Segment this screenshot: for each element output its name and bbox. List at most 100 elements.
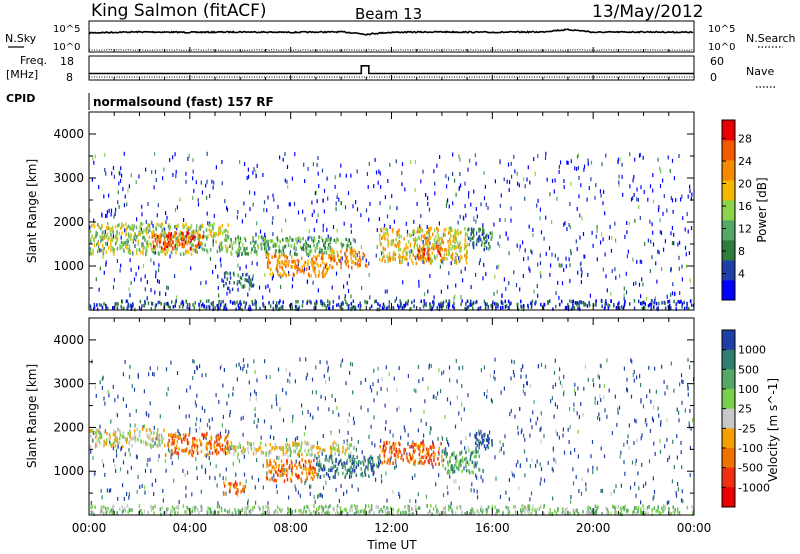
scatter-cell [120,235,122,240]
echo-cell [423,461,425,465]
power-colorbar-label: Power [dB] [755,177,769,242]
echo-cell [473,464,475,468]
scatter-cell [623,286,625,291]
scatter-cell [209,450,211,455]
scatter-cell [213,180,215,185]
echo-cell [624,299,626,304]
echo-cell [189,241,191,245]
echo-cell [95,431,97,435]
scatter-cell [445,203,447,208]
scatter-cell [177,428,179,433]
scatter-cell [503,177,505,182]
echo-cell [269,450,272,455]
scatter-cell [395,296,398,301]
echo-cell [311,257,313,261]
scatter-cell [439,264,441,269]
scatter-cell [519,244,521,249]
scatter-cell [244,162,246,167]
echo-cell [300,479,303,484]
echo-cell [146,433,149,437]
scatter-cell [282,418,285,423]
echo-cell [367,461,370,465]
scatter-cell [666,418,668,423]
scatter-cell [468,448,470,453]
echo-cell [101,237,104,242]
echo-cell [157,437,159,441]
echo-cell [357,509,359,513]
echo-cell [90,306,92,310]
echo-cell [465,302,467,306]
echo-cell [242,273,244,277]
scatter-cell [130,173,132,178]
scatter-cell [594,195,596,200]
echo-cell [346,471,349,475]
echo-cell [201,223,203,228]
scatter-cell [518,486,520,491]
scatter-cell [627,434,629,439]
scatter-cell [520,374,522,379]
echo-cell [158,438,161,442]
scatter-cell [384,195,386,200]
echo-cell [337,462,340,466]
scatter-cell [502,443,504,447]
echo-cell [115,435,117,439]
scatter-cell [458,486,460,490]
echo-cell [458,243,461,248]
scatter-cell [504,434,506,439]
echo-cell [418,444,420,448]
scatter-cell [271,220,273,225]
echo-cell [296,474,298,478]
echo-cell [188,433,190,437]
scatter-cell [143,237,146,242]
echo-cell [346,512,349,516]
echo-cell [644,512,646,516]
echo-cell [224,275,226,279]
echo-cell [411,249,414,253]
echo-cell [220,447,222,452]
echo-cell [354,262,356,266]
echo-cell [145,229,147,233]
echo-cell [288,273,290,277]
echo-cell [209,232,211,236]
echo-cell [622,307,625,311]
scatter-cell [246,175,248,180]
echo-cell [126,440,128,444]
echo-cell [502,301,504,306]
scatter-cell [575,475,577,479]
echo-cell [476,461,478,465]
scatter-cell [413,219,415,224]
echo-cell [559,302,561,307]
echo-cell [309,244,311,249]
scatter-cell [422,239,424,244]
scatter-cell [316,162,318,167]
echo-cell [443,228,445,232]
echo-cell [297,474,300,478]
echo-cell [504,305,507,309]
echo-cell [114,433,116,437]
scatter-cell [558,164,560,169]
echo-cell [170,434,172,438]
scatter-cell [401,182,403,187]
echo-cell [309,512,311,516]
scatter-cell [410,249,412,254]
scatter-cell [273,473,275,478]
echo-cell [266,263,269,267]
scatter-cell [209,425,211,430]
echo-cell [444,467,447,471]
scatter-cell [380,438,382,443]
scatter-cell [374,157,376,162]
echo-cell [351,251,353,255]
scatter-cell [256,163,258,168]
echo-cell [595,511,598,515]
scatter-cell [536,416,539,421]
scatter-cell [617,160,619,165]
scatter-cell [130,267,132,272]
echo-cell [314,255,317,260]
scatter-cell [637,471,639,476]
echo-cell [271,446,274,450]
echo-cell [336,262,338,266]
echo-cell [246,278,249,283]
scatter-cell [276,490,278,495]
echo-cell [301,471,303,475]
scatter-cell [640,399,642,404]
